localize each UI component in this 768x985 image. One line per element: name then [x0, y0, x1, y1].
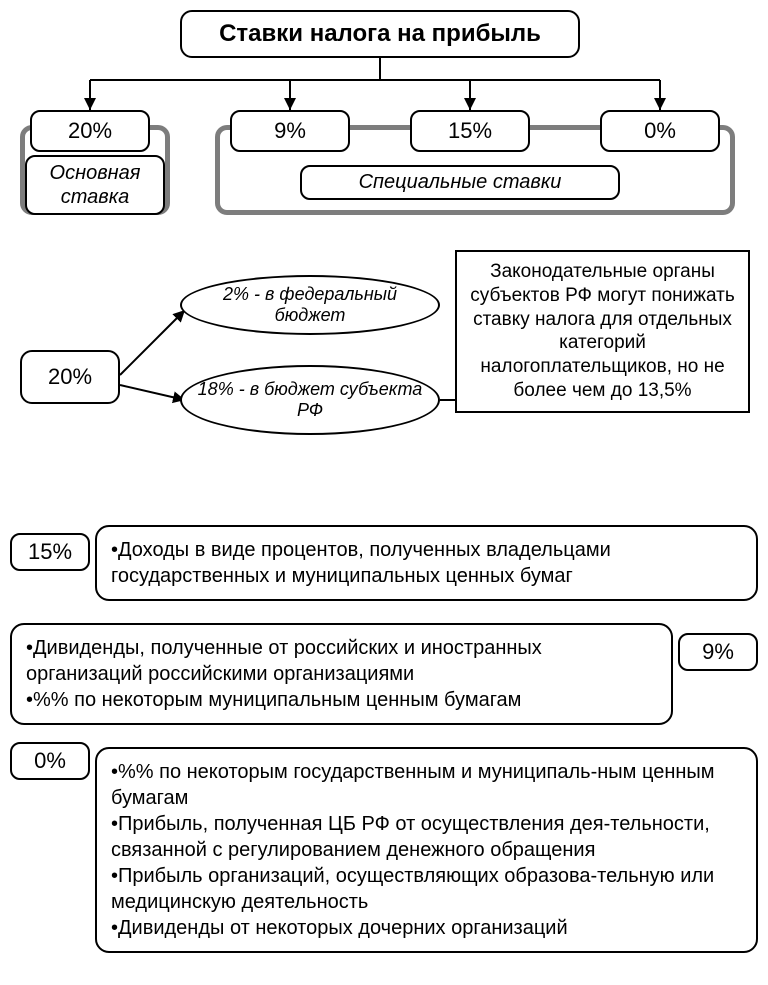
desc-row-0: 0% •%% по некоторым государственным и му… [10, 747, 758, 953]
bullet: •%% по некоторым муниципальным ценным бу… [26, 687, 657, 713]
desc-body-0: •%% по некоторым государственным и муниц… [95, 747, 758, 953]
title-box: Ставки налога на прибыль [180, 10, 580, 58]
rate-box-9: 9% [230, 110, 350, 152]
top-hierarchy: Ставки налога на прибыль 20% 9% 15% 0% О… [10, 10, 758, 230]
bullet: •Прибыль организаций, осуществляющих обр… [111, 863, 742, 915]
desc-row-15: 15% •Доходы в виде процентов, полученных… [10, 525, 758, 601]
desc-tag-9: 9% [678, 633, 758, 671]
breakdown-section: 20% 2% - в федеральный бюджет 18% - в бю… [10, 270, 758, 500]
bullet: •%% по некоторым государственным и муниц… [111, 759, 742, 811]
legislative-note: Законодательные органы субъектов РФ могу… [455, 250, 750, 413]
group-label-main: Основная ставка [25, 155, 165, 215]
bullet: •Дивиденды от некоторых дочерних организ… [111, 915, 742, 941]
ellipse-federal: 2% - в федеральный бюджет [180, 275, 440, 335]
rate-box-20: 20% [30, 110, 150, 152]
descriptions: 15% •Доходы в виде процентов, полученных… [10, 525, 758, 953]
bullet: •Прибыль, полученная ЦБ РФ от осуществле… [111, 811, 742, 863]
desc-row-9: 9% •Дивиденды, полученные от российских … [10, 623, 758, 725]
rate-box-15: 15% [410, 110, 530, 152]
ellipse-subject: 18% - в бюджет субъекта РФ [180, 365, 440, 435]
desc-tag-15: 15% [10, 533, 90, 571]
desc-body-9: •Дивиденды, полученные от российских и и… [10, 623, 673, 725]
group-label-special: Специальные ставки [300, 165, 620, 200]
bullet: •Доходы в виде процентов, полученных вла… [111, 537, 742, 589]
diagram-root: Ставки налога на прибыль 20% 9% 15% 0% О… [10, 10, 758, 953]
rate-box-0: 0% [600, 110, 720, 152]
desc-body-15: •Доходы в виде процентов, полученных вла… [95, 525, 758, 601]
desc-tag-0: 0% [10, 742, 90, 780]
breakdown-base-box: 20% [20, 350, 120, 404]
bullet: •Дивиденды, полученные от российских и и… [26, 635, 657, 687]
